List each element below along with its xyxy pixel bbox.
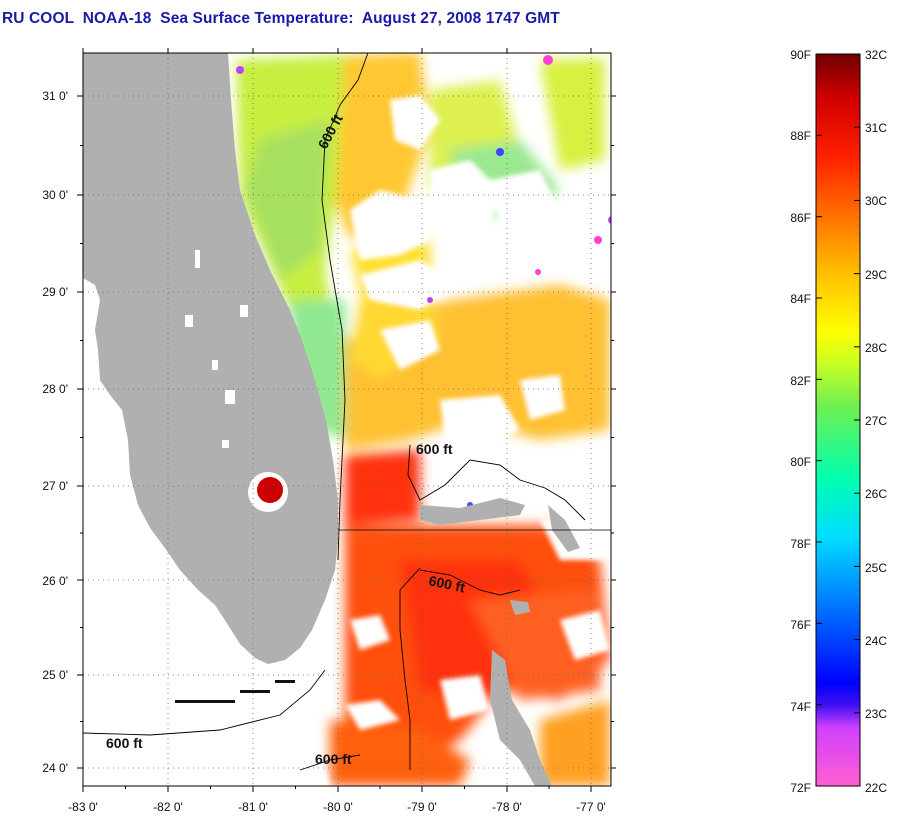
map-title: RU COOL NOAA-18 Sea Surface Temperature:… <box>2 10 560 27</box>
cloud-mask <box>84 95 611 786</box>
colorbar-c-label: 32C <box>865 48 887 62</box>
y-tick-label: 27 0' <box>42 479 68 493</box>
colorbar-c-label: 29C <box>865 268 887 282</box>
florida-landmass <box>83 53 338 664</box>
y-tick-label: 28 0' <box>42 382 68 396</box>
plot-frame <box>82 52 612 787</box>
map-plot-area: 600 ft 600 ft 600 ft 600 ft 600 ft <box>83 53 611 786</box>
colorbar-f-label: 72F <box>790 781 811 795</box>
x-tick-label: -80 0' <box>323 800 353 814</box>
colorbar-f-label: 78F <box>790 537 811 551</box>
y-tick-label: 24 0' <box>42 761 68 775</box>
colorbar-c-label: 30C <box>865 194 887 208</box>
axis-ticks <box>77 48 616 792</box>
colorbar-c-label: 26C <box>865 487 887 501</box>
colorbar-f-label: 76F <box>790 618 811 632</box>
y-tick-label: 31 0' <box>42 89 68 103</box>
colorbar-f-label: 82F <box>790 374 811 388</box>
colorbar-gradient <box>816 54 860 786</box>
x-tick-label: -81 0' <box>238 800 268 814</box>
isobath-label: 600 ft <box>315 751 352 767</box>
colorbar-c-label: 22C <box>865 781 887 795</box>
graticule <box>83 53 611 786</box>
inland-lakes <box>185 250 248 448</box>
isobath-label: 600 ft <box>416 441 453 457</box>
colorbar <box>815 53 861 787</box>
x-tick-label: -79 0' <box>407 800 437 814</box>
axis-labels: -83 0' -82 0' -81 0' -80 0' -79 0' -78 0… <box>42 89 605 814</box>
colorbar-c-label: 24C <box>865 634 887 648</box>
colorbar-c-label: 27C <box>865 414 887 428</box>
sst-field <box>236 53 610 786</box>
isobath-label: 600 ft <box>427 572 466 595</box>
cloud-edge-artifacts <box>236 55 611 508</box>
isobath-label: 600 ft <box>106 735 143 751</box>
x-tick-label: -83 0' <box>68 800 98 814</box>
colorbar-f-label: 74F <box>790 700 811 714</box>
y-tick-label: 30 0' <box>42 188 68 202</box>
colorbar-f-label: 84F <box>790 292 811 306</box>
florida-keys <box>175 680 295 703</box>
colorbar-c-label: 25C <box>865 561 887 575</box>
y-tick-label: 25 0' <box>42 668 68 682</box>
lake-okeechobee <box>248 472 288 512</box>
x-tick-label: -77 0' <box>576 800 606 814</box>
x-tick-label: -82 0' <box>153 800 183 814</box>
isobath-contours <box>83 53 611 771</box>
bahamas-landmass <box>420 498 580 786</box>
colorbar-f-label: 80F <box>790 455 811 469</box>
colorbar-c-label: 28C <box>865 341 887 355</box>
colorbar-c-label: 23C <box>865 707 887 721</box>
colorbar-f-label: 88F <box>790 129 811 143</box>
x-tick-label: -78 0' <box>492 800 522 814</box>
y-tick-label: 26 0' <box>42 574 68 588</box>
colorbar-f-label: 90F <box>790 48 811 62</box>
colorbar-f-label: 86F <box>790 211 811 225</box>
colorbar-c-label: 31C <box>865 121 887 135</box>
y-tick-label: 29 0' <box>42 285 68 299</box>
colorbar-labels: 90F 88F 86F 84F 82F 80F 78F 76F 74F 72F … <box>790 48 887 795</box>
isobath-labels: 600 ft 600 ft 600 ft 600 ft 600 ft <box>106 111 467 767</box>
